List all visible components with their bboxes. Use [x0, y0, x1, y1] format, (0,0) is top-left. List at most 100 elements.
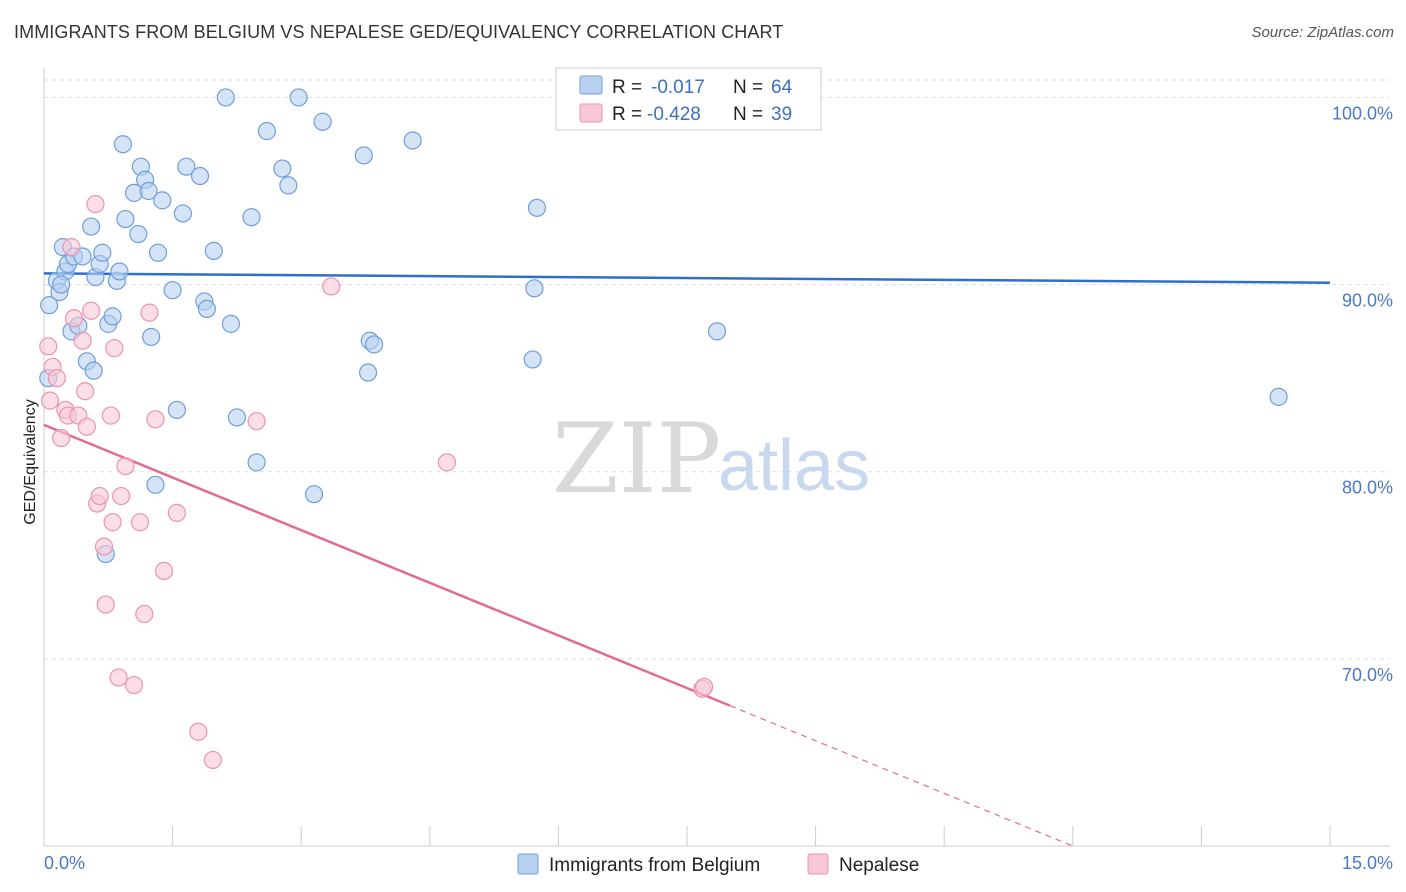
data-point-belgium — [527, 198, 547, 217]
data-point-nepal — [103, 513, 122, 532]
data-point-nepal — [73, 331, 92, 350]
data-point-nepal — [39, 337, 58, 356]
data-point-belgium — [103, 307, 122, 326]
data-point-belgium — [113, 135, 132, 154]
x-tick-label: 0.0% — [44, 853, 85, 873]
watermark-zip: ZIP — [552, 403, 721, 515]
x-tick-labels: 0.0% 15.0% — [44, 853, 1393, 873]
data-point-belgium — [197, 299, 216, 318]
data-point-nepal — [77, 417, 96, 436]
legend-n-label-belgium: N = — [733, 77, 763, 98]
data-point-belgium — [129, 224, 148, 244]
data-point-nepal — [437, 453, 457, 472]
data-point-nepal — [76, 382, 95, 401]
y-tick-labels: 70.0% 80.0% 90.0% 100.0% — [1332, 103, 1393, 684]
y-tick-label: 80.0% — [1342, 478, 1393, 498]
data-point-nepal — [52, 428, 71, 448]
data-point-belgium — [247, 453, 266, 472]
axes — [43, 68, 1390, 847]
trend-lines — [43, 272, 1331, 847]
data-point-nepal — [105, 339, 124, 358]
data-point-belgium — [177, 157, 196, 176]
data-point-belgium — [1269, 387, 1288, 406]
legend-swatch-belgium — [579, 75, 603, 95]
data-point-nepal — [247, 412, 266, 431]
data-point-nepal — [62, 238, 81, 257]
data-point-belgium — [167, 400, 186, 420]
data-point-belgium — [304, 485, 324, 504]
data-point-nepal — [189, 722, 208, 741]
data-point-belgium — [364, 335, 384, 354]
bottom-legend-label-belgium: Immigrants from Belgium — [549, 855, 760, 876]
legend-r-label-nepal: R = — [612, 104, 642, 125]
data-point-nepal — [47, 369, 66, 388]
y-axis-label: GED/Equivalency — [22, 399, 39, 524]
legend-n-label-nepal: N = — [733, 104, 763, 125]
data-point-belgium — [110, 262, 129, 281]
data-point-nepal — [96, 595, 115, 614]
chart-title: IMMIGRANTS FROM BELGIUM VS NEPALESE GED/… — [14, 22, 784, 42]
data-point-nepal — [135, 604, 154, 624]
x-tick-label: 15.0% — [1342, 853, 1393, 873]
data-point-nepal — [154, 561, 174, 581]
data-point-nepal — [140, 303, 159, 322]
y-tick-label: 90.0% — [1342, 291, 1393, 311]
data-point-belgium — [153, 191, 172, 210]
data-point-nepal — [64, 309, 84, 328]
data-point-nepal — [203, 750, 222, 770]
bottom-legend-swatch-nepal — [807, 853, 829, 875]
data-point-nepal — [82, 301, 101, 320]
source-label: Source: ZipAtlas.com — [1251, 24, 1394, 41]
data-point-belgium — [139, 181, 158, 201]
data-point-nepal — [146, 410, 165, 429]
trend-line-nepal-extension — [729, 705, 1074, 847]
data-point-belgium — [358, 363, 378, 382]
data-point-belgium — [216, 88, 235, 107]
data-point-nepal — [101, 406, 120, 425]
data-point-nepal — [109, 668, 128, 687]
data-point-belgium — [525, 279, 544, 298]
data-point-nepal — [322, 277, 341, 296]
legend-r-label-belgium: R = — [612, 77, 642, 98]
data-point-nepal — [167, 503, 186, 522]
bottom-legend-swatch-belgium — [517, 853, 539, 875]
data-point-belgium — [146, 475, 165, 494]
data-point-belgium — [289, 88, 308, 107]
data-point-belgium — [707, 322, 727, 341]
data-point-belgium — [221, 314, 240, 333]
data-point-belgium — [52, 275, 71, 294]
data-point-belgium — [82, 217, 101, 236]
data-point-nepal — [130, 513, 150, 532]
data-points — [39, 88, 1288, 770]
data-point-nepal — [116, 457, 135, 476]
data-point-belgium — [93, 243, 112, 262]
trend-line-nepal — [43, 423, 731, 707]
data-point-belgium — [227, 408, 246, 427]
legend-r-value-belgium: -0.017 — [651, 77, 705, 98]
data-point-nepal — [90, 486, 109, 506]
y-tick-label: 70.0% — [1342, 665, 1393, 685]
data-point-nepal — [86, 195, 105, 214]
gridlines — [44, 79, 1390, 660]
data-point-nepal — [695, 677, 714, 697]
top-legend: R = -0.017 N = 64 R = -0.428 N = 39 — [555, 67, 822, 131]
data-point-belgium — [173, 204, 192, 223]
data-point-belgium — [84, 361, 103, 380]
data-point-nepal — [124, 675, 144, 695]
watermark: ZIP atlas — [552, 403, 870, 515]
data-point-belgium — [257, 122, 277, 141]
legend-r-value-nepal: -0.428 — [647, 104, 701, 125]
data-point-belgium — [40, 296, 59, 315]
data-point-belgium — [148, 243, 168, 262]
data-point-belgium — [163, 281, 182, 300]
data-point-belgium — [142, 327, 161, 347]
legend-n-value-nepal: 39 — [771, 104, 792, 125]
data-point-belgium — [403, 131, 422, 150]
data-point-belgium — [242, 208, 261, 227]
data-point-belgium — [279, 176, 298, 195]
data-point-nepal — [40, 391, 60, 410]
data-point-belgium — [273, 159, 292, 178]
y-tick-label: 100.0% — [1332, 103, 1393, 123]
data-point-nepal — [94, 537, 114, 556]
